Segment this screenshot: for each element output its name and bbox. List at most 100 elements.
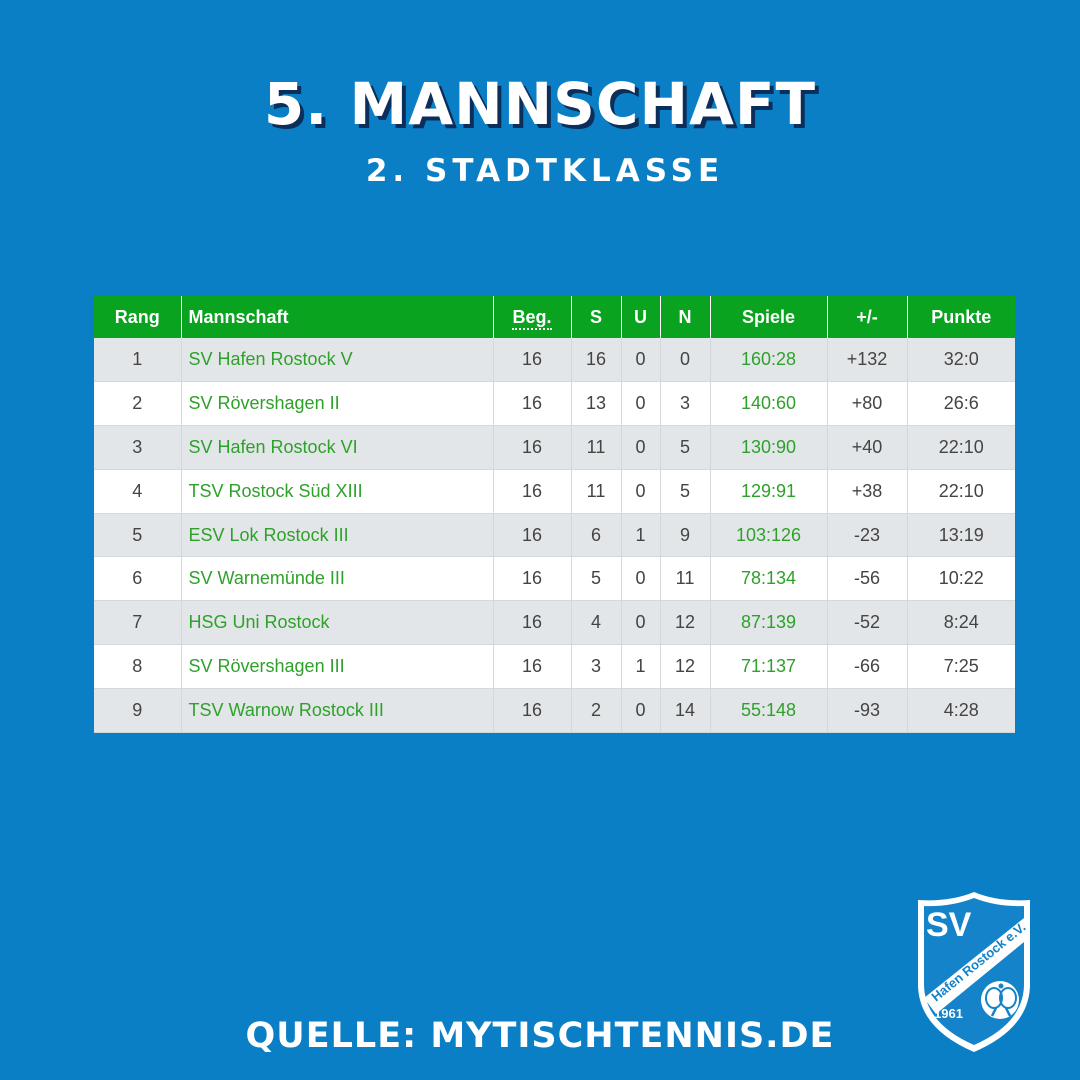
cell-unentschieden: 0: [621, 556, 661, 602]
column-header-differenz[interactable]: +/-: [827, 296, 908, 338]
cell-niederlagen: 0: [660, 338, 711, 383]
standings-table-container: Rang Mannschaft Beg. S U N Spiele +/- Pu…: [94, 296, 1015, 733]
games-link[interactable]: 130:90: [710, 425, 828, 470]
table-header-row: Rang Mannschaft Beg. S U N Spiele +/- Pu…: [94, 296, 1015, 338]
cell-siege: 13: [571, 381, 622, 427]
games-link[interactable]: 78:134: [710, 556, 828, 602]
cell-rang: 6: [94, 556, 182, 602]
cell-siege: 11: [571, 469, 622, 514]
cell-unentschieden: 0: [621, 688, 661, 733]
column-header-rang[interactable]: Rang: [94, 296, 182, 338]
cell-niederlagen: 12: [660, 600, 711, 646]
cell-differenz: -66: [827, 644, 908, 689]
team-link[interactable]: SV Rövershagen II: [181, 381, 494, 427]
column-header-unentschieden[interactable]: U: [621, 296, 661, 338]
table-row: 7 HSG Uni Rostock 16 4 0 12 87:139 -52 8…: [94, 600, 1015, 646]
cell-beg: 16: [493, 688, 572, 733]
cell-siege: 2: [571, 688, 622, 733]
team-link[interactable]: SV Rövershagen III: [181, 644, 494, 689]
cell-siege: 5: [571, 556, 622, 602]
cell-rang: 1: [94, 338, 182, 383]
cell-rang: 2: [94, 381, 182, 427]
cell-punkte: 13:19: [907, 513, 1015, 558]
cell-rang: 5: [94, 513, 182, 558]
page-subtitle: 2. STADTKLASSE: [365, 153, 725, 189]
column-header-begegnungen[interactable]: Beg.: [493, 296, 572, 338]
column-header-siege[interactable]: S: [571, 296, 622, 338]
column-header-mannschaft[interactable]: Mannschaft: [181, 296, 494, 338]
logo-diagonal-band: [924, 918, 1024, 1014]
column-header-beg-label[interactable]: Beg.: [512, 306, 552, 330]
cell-unentschieden: 0: [621, 381, 661, 427]
cell-beg: 16: [493, 556, 572, 602]
cell-unentschieden: 0: [621, 469, 661, 514]
cell-siege: 4: [571, 600, 622, 646]
cell-differenz: -56: [827, 556, 908, 602]
cell-punkte: 26:6: [907, 381, 1015, 427]
cell-beg: 16: [493, 338, 572, 383]
games-link[interactable]: 71:137: [710, 644, 828, 689]
cell-rang: 8: [94, 644, 182, 689]
cell-rang: 4: [94, 469, 182, 514]
games-link[interactable]: 55:148: [710, 688, 828, 733]
logo-initials: SV: [926, 906, 972, 944]
table-row: 2 SV Rövershagen II 16 13 0 3 140:60 +80…: [94, 381, 1015, 427]
cell-niederlagen: 9: [660, 513, 711, 558]
cell-niederlagen: 5: [660, 425, 711, 470]
table-tennis-paddles-icon: [981, 981, 1019, 1019]
cell-siege: 11: [571, 425, 622, 470]
cell-siege: 3: [571, 644, 622, 689]
column-header-punkte[interactable]: Punkte: [931, 306, 992, 327]
cell-punkte: 8:24: [907, 600, 1015, 646]
cell-punkte: 22:10: [907, 469, 1015, 514]
team-link[interactable]: ESV Lok Rostock III: [181, 513, 494, 558]
table-row: 5 ESV Lok Rostock III 16 6 1 9 103:126 -…: [94, 513, 1015, 558]
cell-niederlagen: 5: [660, 469, 711, 514]
games-link[interactable]: 87:139: [710, 600, 828, 646]
team-link[interactable]: TSV Rostock Süd XIII: [181, 469, 494, 514]
cell-rang: 3: [94, 425, 182, 470]
cell-punkte: 32:0: [907, 338, 1015, 383]
logo-year: 1961: [934, 1006, 963, 1021]
cell-siege: 16: [571, 338, 622, 383]
cell-unentschieden: 0: [621, 600, 661, 646]
cell-beg: 16: [493, 469, 572, 514]
games-link[interactable]: 103:126: [710, 513, 828, 558]
cell-punkte: 4:28: [907, 688, 1015, 733]
cell-differenz: -52: [827, 600, 908, 646]
cell-beg: 16: [493, 425, 572, 470]
column-header-spiele[interactable]: Spiele: [710, 296, 828, 338]
cell-niederlagen: 11: [660, 556, 711, 602]
cell-punkte: 7:25: [907, 644, 1015, 689]
cell-differenz: -23: [827, 513, 908, 558]
cell-beg: 16: [493, 644, 572, 689]
cell-unentschieden: 0: [621, 425, 661, 470]
cell-beg: 16: [493, 381, 572, 427]
page-title: 5. MANNSCHAFT: [263, 70, 817, 138]
table-row: 3 SV Hafen Rostock VI 16 11 0 5 130:90 +…: [94, 425, 1015, 470]
team-link[interactable]: TSV Warnow Rostock III: [181, 688, 494, 733]
cell-niederlagen: 3: [660, 381, 711, 427]
games-link[interactable]: 129:91: [710, 469, 828, 514]
table-row: 8 SV Rövershagen III 16 3 1 12 71:137 -6…: [94, 644, 1015, 689]
cell-siege: 6: [571, 513, 622, 558]
team-link[interactable]: SV Hafen Rostock VI: [181, 425, 494, 470]
cell-rang: 7: [94, 600, 182, 646]
table-row: 1 SV Hafen Rostock V 16 16 0 0 160:28 +1…: [94, 338, 1015, 383]
column-header-niederlagen[interactable]: N: [660, 296, 711, 338]
team-link[interactable]: SV Hafen Rostock V: [181, 338, 494, 383]
games-link[interactable]: 160:28: [710, 338, 828, 383]
club-logo: SV Hafen Rostock e.V. 1961: [918, 892, 1030, 1052]
cell-differenz: +132: [827, 338, 908, 383]
team-link[interactable]: SV Warnemünde III: [181, 556, 494, 602]
source-caption: QUELLE: MYTISCHTENNIS.DE: [245, 1016, 835, 1056]
cell-differenz: -93: [827, 688, 908, 733]
cell-beg: 16: [493, 513, 572, 558]
table-row: 9 TSV Warnow Rostock III 16 2 0 14 55:14…: [94, 688, 1015, 733]
cell-differenz: +80: [827, 381, 908, 427]
games-link[interactable]: 140:60: [710, 381, 828, 427]
team-link[interactable]: HSG Uni Rostock: [181, 600, 494, 646]
cell-punkte: 22:10: [907, 425, 1015, 470]
cell-unentschieden: 1: [621, 513, 661, 558]
table-row: 6 SV Warnemünde III 16 5 0 11 78:134 -56…: [94, 556, 1015, 602]
